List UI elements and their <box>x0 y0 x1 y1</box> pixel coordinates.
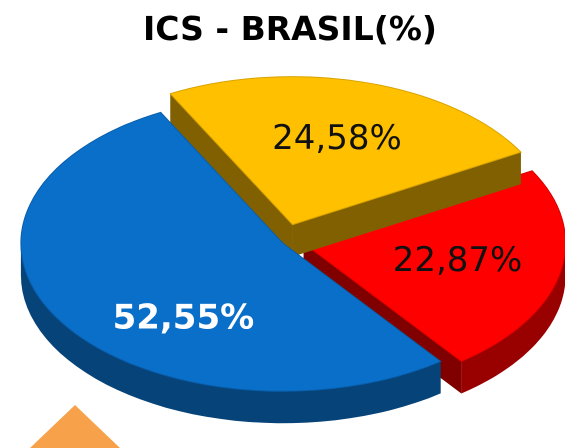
data-label: 52,55% <box>113 297 255 337</box>
data-label: 22,87% <box>393 240 523 280</box>
slice-top <box>20 111 442 392</box>
slice-rim <box>20 243 441 424</box>
slice-top <box>169 76 522 226</box>
pie-slice <box>169 76 522 257</box>
slice-side <box>170 93 293 257</box>
chart-title: ICS - BRASIL(%) <box>143 9 437 48</box>
pie-slice <box>20 111 442 424</box>
decoration <box>30 405 120 448</box>
slice-side <box>292 152 521 257</box>
slice-rim <box>461 253 565 394</box>
data-label: 24,58% <box>272 118 402 158</box>
slice-top <box>302 170 565 363</box>
